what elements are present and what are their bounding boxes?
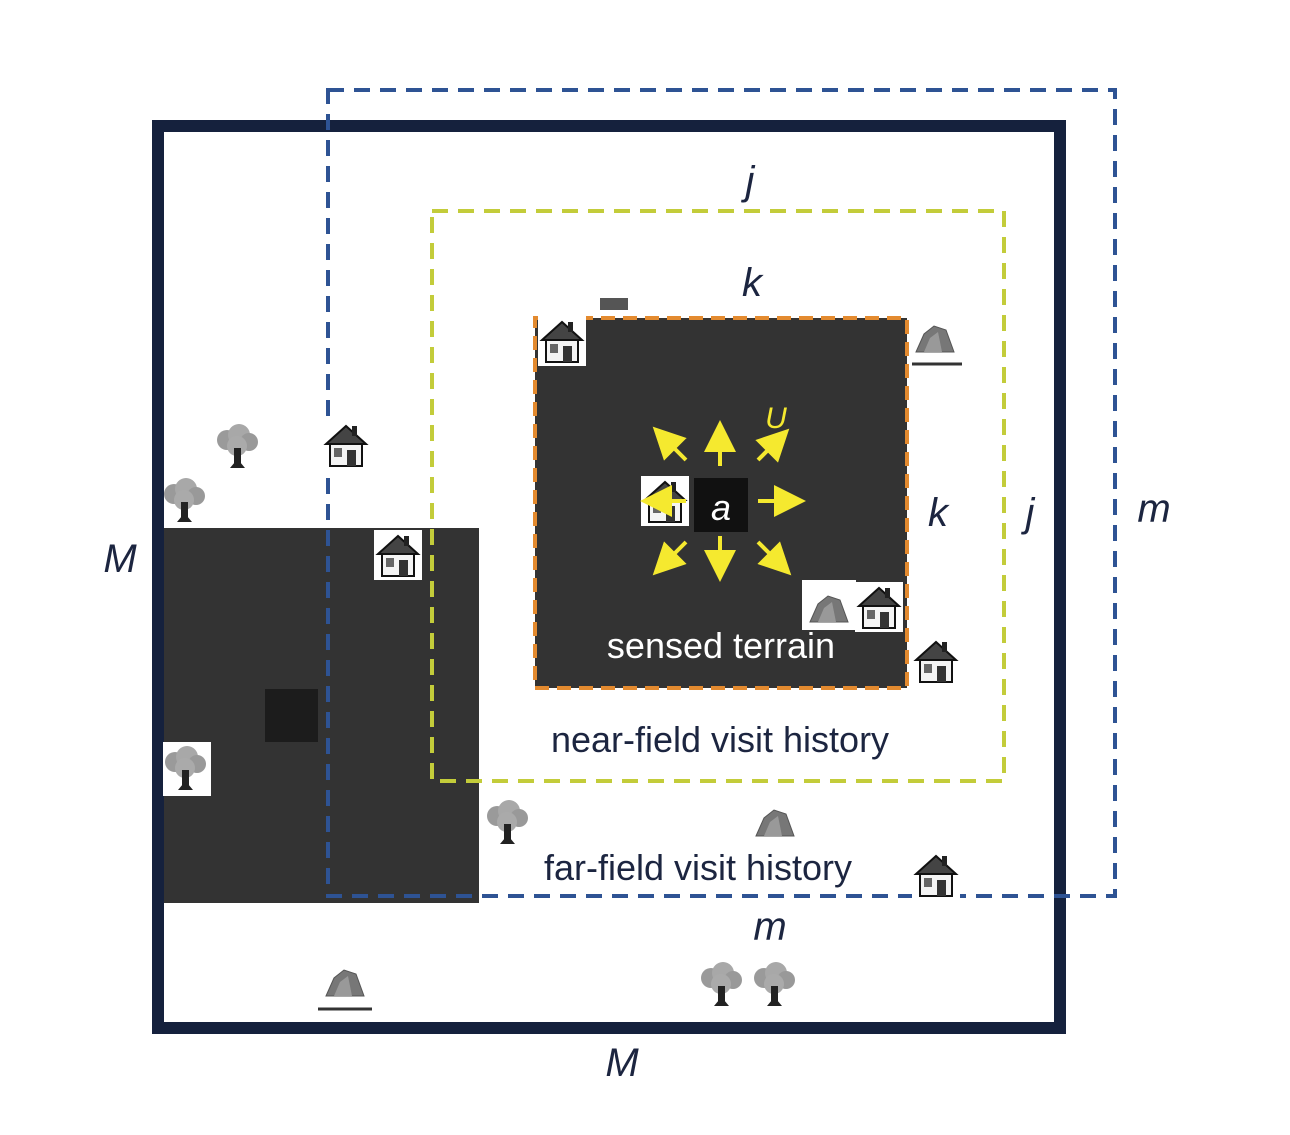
house-icon [373,529,423,581]
label-M-bottom: M [605,1041,639,1085]
near-field-boundary-j [430,209,1006,783]
tree-icon [164,478,205,522]
tree-icon [217,424,258,468]
label-m-right: m [1137,487,1170,531]
house-icon [911,849,961,901]
sensed-terrain-label: sensed terrain [607,625,835,666]
agent-label: a [711,487,731,528]
agent-cell [694,478,748,532]
far-field-boundary-m [326,88,1117,898]
house-icon [321,419,371,471]
rock-icon [915,325,955,353]
label-M-left: M [103,537,137,581]
agent-past-cell [265,689,318,742]
far-field-label: far-field visit history [544,847,852,888]
map-boundary-M [152,120,1066,1034]
tree-icon [754,962,795,1006]
tree-icon [701,962,742,1006]
near-field-label: near-field visit history [551,719,889,760]
tree-icon [487,800,528,844]
action-label-U: U [765,402,787,435]
label-k-top: k [742,261,764,305]
label-m-bottom: m [753,905,786,949]
visited-terrain-block [163,528,479,903]
rock-icon [325,969,365,997]
house-icon [854,581,904,633]
label-j-top: j [741,159,756,203]
house-icon [537,315,587,367]
house-icon [911,635,961,687]
action-arrows [640,420,806,582]
rock-icon [755,809,795,837]
label-k-right: k [928,491,950,535]
label-j-right: j [1021,491,1036,535]
sensed-boundary-k [533,316,909,690]
